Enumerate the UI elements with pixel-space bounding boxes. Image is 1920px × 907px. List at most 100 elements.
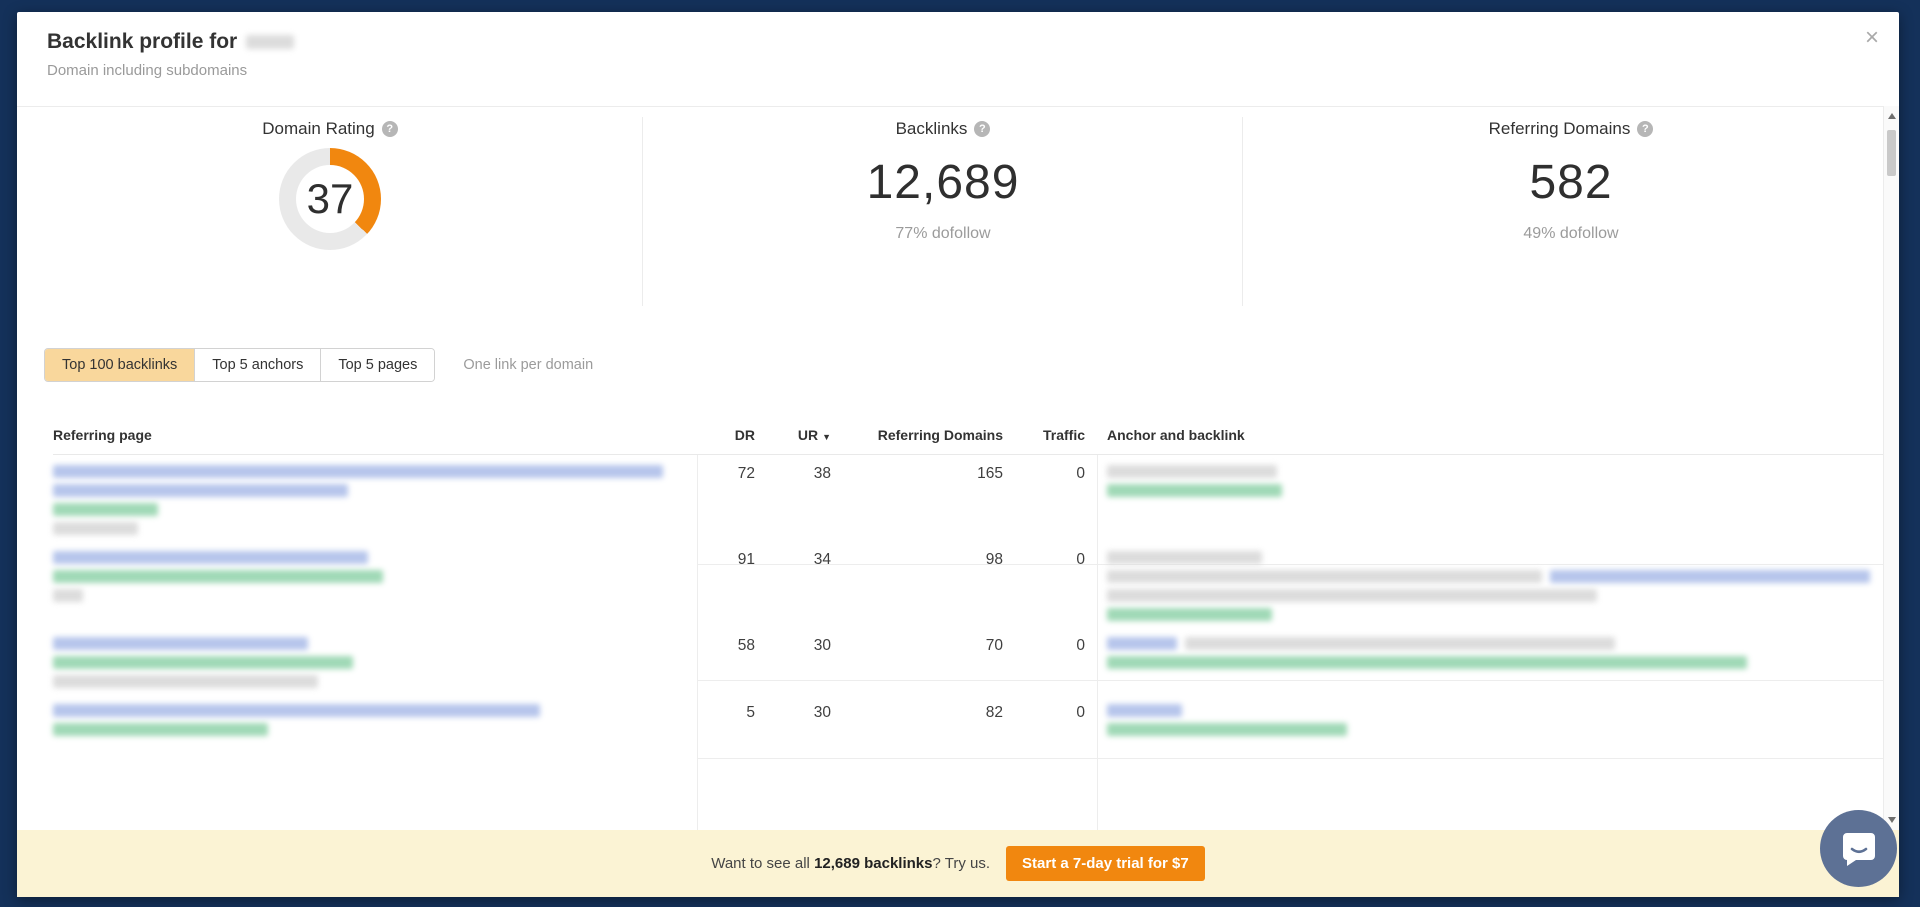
backlinks-dofollow: 77% dofollow: [895, 225, 991, 242]
cell-anchor-and-backlink: [1085, 551, 1883, 627]
redacted-blue-text[interactable]: [1550, 570, 1870, 583]
trial-banner: Want to see all 12,689 backlinks? Try us…: [17, 830, 1899, 897]
col-header-dr[interactable]: DR: [734, 427, 755, 443]
redacted-line: [1107, 589, 1883, 602]
redacted-blue-text[interactable]: [53, 637, 308, 650]
redacted-gray-text: [53, 589, 83, 602]
row-divider: [697, 564, 1883, 565]
redacted-gray-text: [1185, 637, 1615, 650]
redacted-line: [1107, 723, 1883, 736]
scroll-down-icon[interactable]: [1888, 817, 1896, 823]
redacted-line: [53, 522, 697, 535]
redacted-line: [53, 675, 697, 688]
redacted-line: [53, 704, 697, 717]
redacted-gray-text: [1107, 570, 1542, 583]
redacted-green-text: [1107, 608, 1272, 621]
start-trial-button[interactable]: Start a 7-day trial for $7: [1006, 846, 1205, 881]
cell-ur: 30: [813, 704, 831, 721]
redacted-gray-text: [1107, 465, 1277, 478]
table-row: 58 30 70 0: [53, 627, 1883, 694]
help-icon[interactable]: ?: [1637, 121, 1654, 137]
cell-traffic: 0: [1076, 551, 1085, 568]
cell-referring-page: [53, 637, 697, 694]
redacted-green-text: [53, 656, 353, 669]
referring-domains-label-text: Referring Domains: [1488, 119, 1631, 138]
cell-ur: 30: [813, 637, 831, 654]
redacted-line: [1107, 608, 1883, 621]
col-header-traffic[interactable]: Traffic: [1042, 427, 1085, 443]
referring-domains-dofollow: 49% dofollow: [1523, 225, 1619, 242]
one-link-per-domain-toggle[interactable]: One link per domain: [463, 357, 594, 373]
tab-top-5-pages[interactable]: Top 5 pages: [320, 349, 435, 381]
cell-referring-page: [53, 704, 697, 742]
domain-rating-gauge: 37: [279, 148, 381, 250]
page-title-text: Backlink profile for: [47, 30, 238, 53]
stats-row: Domain Rating ? 37 Backlinks ? 12,689 77…: [17, 106, 1899, 316]
cell-dr: 5: [746, 704, 755, 721]
chat-launcher[interactable]: [1820, 810, 1897, 887]
cell-referring-domains: 165: [977, 465, 1003, 482]
redacted-gray-text: [1107, 551, 1262, 564]
tabs-row: Top 100 backlinks Top 5 anchors Top 5 page…: [44, 348, 1899, 382]
backlinks-label-text: Backlinks: [895, 119, 968, 138]
cell-anchor-and-backlink: [1085, 704, 1883, 742]
cell-ur: 38: [813, 465, 831, 482]
row-divider: [697, 758, 1883, 759]
redacted-green-text: [1107, 723, 1347, 736]
redacted-blue-text[interactable]: [53, 551, 368, 564]
col-header-referring-domains[interactable]: Referring Domains: [877, 427, 1003, 443]
redacted-blue-text[interactable]: [1107, 637, 1177, 650]
domain-rating-label-text: Domain Rating: [262, 119, 375, 138]
tab-group: Top 100 backlinks Top 5 anchors Top 5 page…: [44, 348, 436, 382]
redacted-line: [53, 503, 697, 516]
page-title: Backlink profile for: [47, 30, 1869, 54]
close-icon[interactable]: ×: [1864, 24, 1879, 51]
redacted-line: [1107, 570, 1883, 583]
banner-text: Want to see all 12,689 backlinks? Try us…: [711, 855, 990, 872]
backlink-profile-modal: Backlink profile for Domain including su…: [17, 12, 1899, 897]
redacted-green-text: [1107, 484, 1282, 497]
chat-bubble-icon: [1842, 832, 1875, 866]
scroll-up-icon[interactable]: [1888, 113, 1896, 119]
scrollbar-thumb[interactable]: [1887, 130, 1896, 176]
redacted-gray-text: [53, 675, 318, 688]
col-header-ur-text: UR: [797, 427, 819, 443]
banner-text-prefix: Want to see all: [711, 855, 815, 872]
cell-anchor-and-backlink: [1085, 637, 1883, 694]
tab-top-100-backlinks[interactable]: Top 100 backlinks: [45, 349, 195, 381]
help-icon[interactable]: ?: [974, 121, 991, 137]
cell-referring-page: [53, 465, 697, 541]
help-icon[interactable]: ?: [381, 121, 398, 137]
redacted-line: [1107, 551, 1883, 564]
cell-traffic: 0: [1076, 465, 1085, 482]
redacted-gray-text: [1107, 589, 1597, 602]
redacted-line: [1107, 465, 1883, 478]
cell-referring-domains: 82: [985, 704, 1003, 721]
redacted-line: [1107, 637, 1883, 650]
cell-traffic: 0: [1076, 704, 1085, 721]
banner-text-suffix: ? Try us.: [932, 855, 991, 872]
vertical-scrollbar[interactable]: [1883, 106, 1899, 830]
cell-traffic: 0: [1076, 637, 1085, 654]
redacted-blue-text[interactable]: [53, 484, 348, 497]
cell-referring-domains: 70: [985, 637, 1003, 654]
table-row: 5 30 82 0: [53, 694, 1883, 742]
cell-referring-page: [53, 551, 697, 627]
stat-domain-rating: Domain Rating ? 37: [17, 107, 643, 316]
redacted-blue-text[interactable]: [53, 465, 663, 478]
redacted-line: [53, 656, 697, 669]
col-header-ur[interactable]: UR ▼: [755, 427, 831, 443]
redacted-blue-text[interactable]: [53, 704, 540, 717]
referring-domains-label: Referring Domains ?: [1489, 119, 1654, 139]
redacted-line: [1107, 656, 1883, 669]
backlinks-value: 12,689: [866, 156, 1020, 209]
cell-anchor-and-backlink: [1085, 465, 1883, 541]
backlinks-table: Referring page DR UR ▼ Referring Domains …: [53, 417, 1883, 830]
col-header-referring-page[interactable]: Referring page: [53, 427, 152, 443]
redacted-blue-text[interactable]: [1107, 704, 1182, 717]
redacted-green-text: [53, 503, 158, 516]
stat-referring-domains: Referring Domains ? 582 49% dofollow: [1243, 107, 1899, 316]
col-header-anchor: Anchor and backlink: [1107, 427, 1245, 443]
tab-top-5-anchors[interactable]: Top 5 anchors: [194, 349, 321, 381]
sort-desc-icon: ▼: [822, 432, 831, 442]
